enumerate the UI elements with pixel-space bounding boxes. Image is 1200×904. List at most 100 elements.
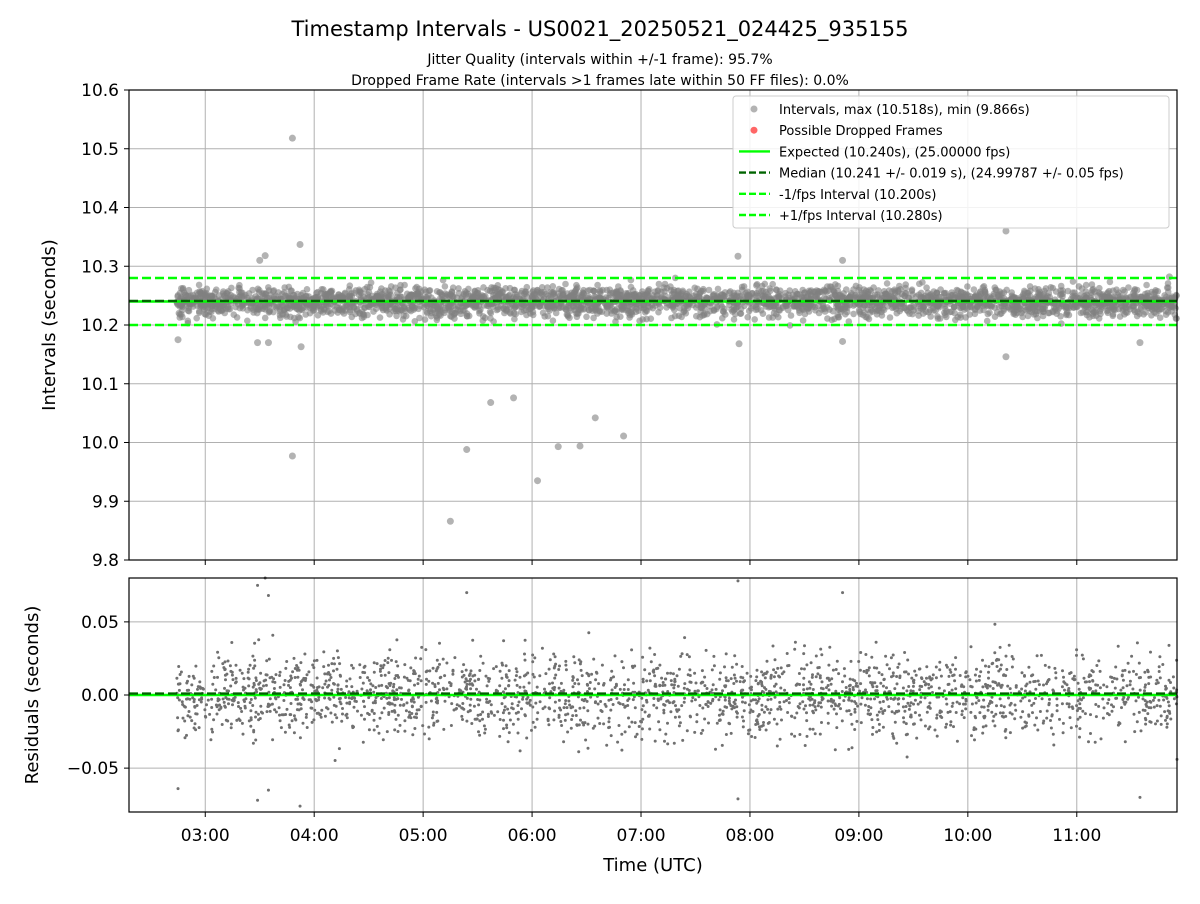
residual-point [1061,685,1064,688]
residual-point [816,666,819,669]
residual-point [786,652,789,655]
residual-point [356,710,359,713]
residual-point [917,703,920,706]
interval-point [961,306,968,313]
interval-point [1002,353,1009,360]
residual-point [432,667,435,670]
residual-point [1140,729,1143,732]
residual-point [221,723,224,726]
residual-point [920,685,923,688]
interval-point [265,339,272,346]
residual-point [229,664,232,667]
residual-point [945,703,948,706]
residual-point [538,674,541,677]
residual-point [707,701,710,704]
interval-point [964,292,971,299]
residual-point [648,728,651,731]
residual-point [898,663,901,666]
residual-point [739,680,742,683]
residual-point [1152,699,1155,702]
residual-point [439,676,442,679]
residual-point [706,687,709,690]
residual-point [918,714,921,717]
residual-point [296,676,299,679]
residual-point [317,698,320,701]
residual-point [321,686,324,689]
residual-point [819,676,822,679]
residual-point [299,683,302,686]
residual-point [1159,676,1162,679]
residual-point [1069,716,1072,719]
residual-point [241,672,244,675]
residual-point [788,701,791,704]
residual-point [805,663,808,666]
residual-point [1099,670,1102,673]
residual-point [723,665,726,668]
residual-point [358,663,361,666]
residual-point [1051,689,1054,692]
residual-point [1117,724,1120,727]
residual-point [733,654,736,657]
residual-point [875,730,878,733]
residual-point [509,719,512,722]
residual-point [962,685,965,688]
residual-point [533,656,536,659]
interval-point [1111,306,1118,313]
residual-point [951,702,954,705]
residual-point [837,705,840,708]
residual-point [882,726,885,729]
residual-point [609,709,612,712]
residual-point [820,653,823,656]
residual-point [188,710,191,713]
residual-point [894,721,897,724]
interval-point [657,304,664,311]
residual-point [320,709,323,712]
residual-point [707,705,710,708]
residual-point [907,685,910,688]
interval-point [177,314,184,321]
residual-point [827,677,830,680]
residual-point [1173,697,1176,700]
residual-point [182,717,185,720]
residual-point [534,702,537,705]
residual-point [307,670,310,673]
residual-point [247,671,250,674]
residual-point [216,651,219,654]
residual-point [662,703,665,706]
residual-point [869,698,872,701]
interval-point [336,306,343,313]
residual-point [266,710,269,713]
residual-point [584,721,587,724]
residual-point [230,641,233,644]
residual-point [571,675,574,678]
residual-point [647,689,650,692]
residual-point [481,711,484,714]
interval-point [925,309,932,316]
residual-point [693,731,696,734]
residual-point [249,725,252,728]
residual-point [438,642,441,645]
residual-point [265,659,268,662]
residual-point [407,689,410,692]
residual-point [1136,720,1139,723]
residual-point [579,719,582,722]
residual-point [599,700,602,703]
interval-point [816,310,823,317]
interval-point [196,282,203,289]
residual-point [280,726,283,729]
residual-point [724,684,727,687]
residual-point [632,698,635,701]
residual-point [695,720,698,723]
residual-point [889,697,892,700]
residual-point [1029,681,1032,684]
residual-point [850,713,853,716]
residual-point [622,666,625,669]
residual-point [487,680,490,683]
interval-point [675,287,682,294]
residual-point [743,679,746,682]
residual-point [672,672,675,675]
residual-point [252,742,255,745]
residual-point [630,721,633,724]
residual-point [788,664,791,667]
interval-point [434,317,441,324]
